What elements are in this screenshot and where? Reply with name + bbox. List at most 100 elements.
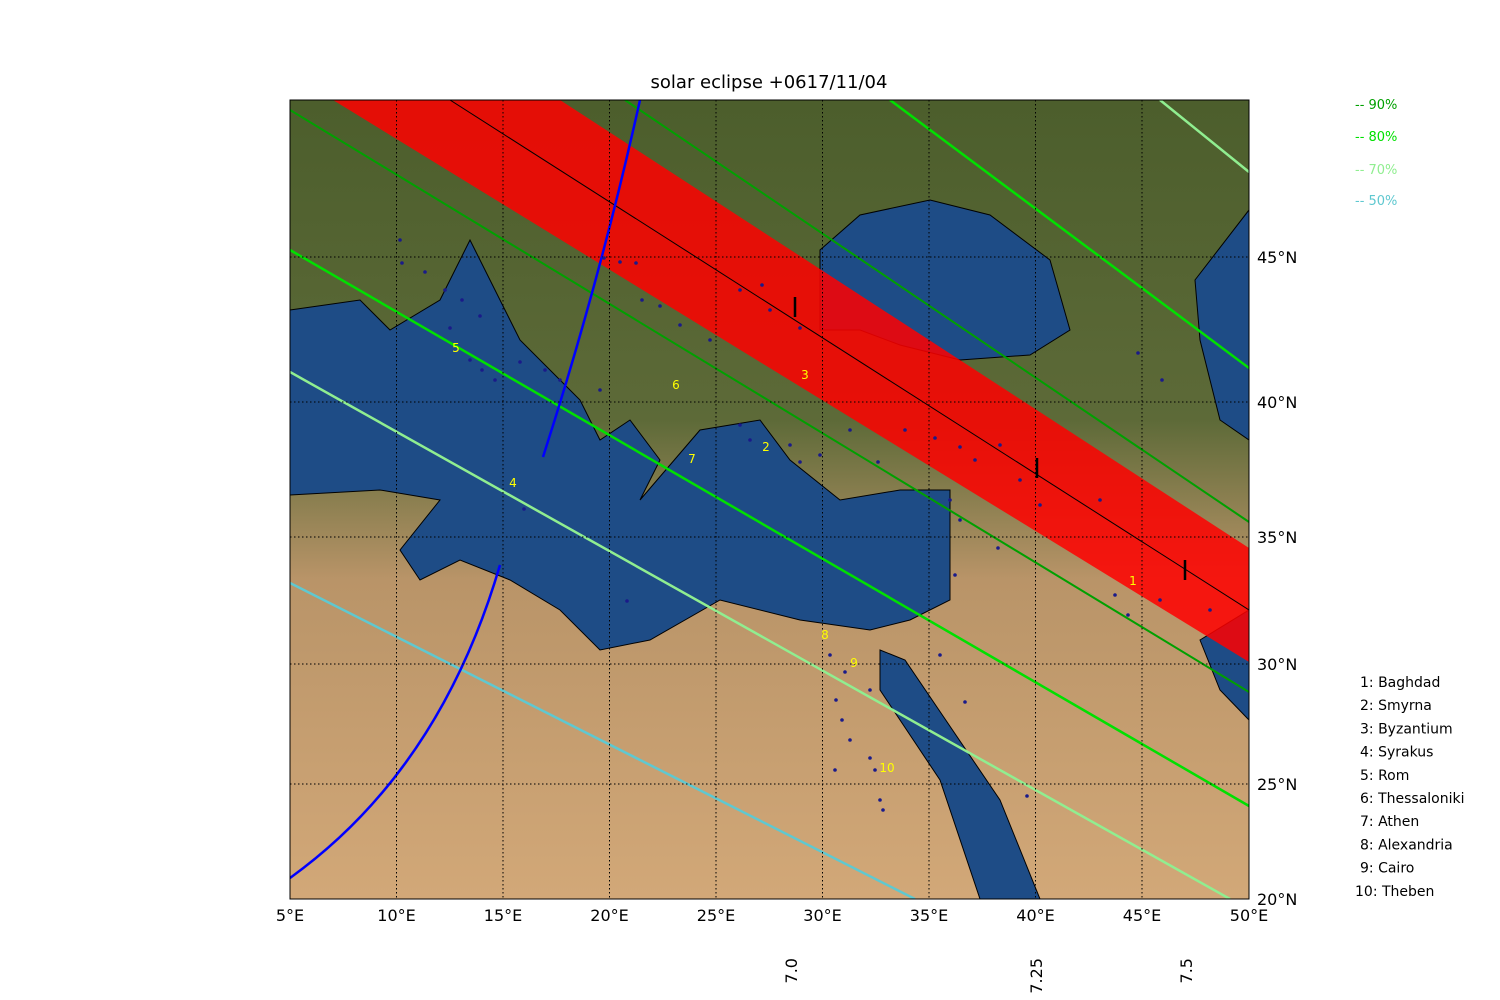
city-dot bbox=[760, 283, 764, 287]
city-dot bbox=[423, 270, 427, 274]
city-legend-entry: 4: Syrakus bbox=[1360, 745, 1433, 761]
city-legend-entry: 1: Baghdad bbox=[1360, 675, 1440, 691]
city-dot bbox=[833, 768, 837, 772]
city-dot bbox=[1113, 593, 1117, 597]
city-legend-entry: 3: Byzantium bbox=[1360, 721, 1453, 737]
city-dot bbox=[998, 443, 1002, 447]
time-label: 7.0 bbox=[782, 958, 801, 983]
city-dot bbox=[602, 256, 606, 260]
map-title: solar eclipse +0617/11/04 bbox=[651, 72, 888, 93]
city-dot bbox=[518, 360, 522, 364]
latitude-label: 25°N bbox=[1257, 775, 1297, 794]
latitude-label: 20°N bbox=[1257, 890, 1297, 909]
city-number-label: 2 bbox=[762, 440, 770, 454]
city-dot bbox=[768, 308, 772, 312]
city-dot bbox=[625, 599, 629, 603]
city-number-label: 4 bbox=[509, 476, 517, 490]
magnitude-80-line bbox=[290, 248, 1249, 808]
city-dot bbox=[868, 756, 872, 760]
city-dot bbox=[522, 507, 526, 511]
city-legend-entry: 7: Athen bbox=[1360, 814, 1419, 830]
city-dot bbox=[948, 498, 952, 502]
city-dot bbox=[963, 700, 967, 704]
city-dot bbox=[834, 698, 838, 702]
city-dot bbox=[876, 460, 880, 464]
magnitude-legend-entry: -- 50% bbox=[1355, 194, 1397, 209]
city-dot bbox=[1126, 613, 1130, 617]
magnitude-50-line bbox=[290, 581, 916, 899]
longitude-label: 15°E bbox=[484, 906, 522, 925]
city-number-label: 9 bbox=[850, 656, 858, 670]
city-number-label: 7 bbox=[688, 452, 696, 466]
city-dot bbox=[738, 288, 742, 292]
city-legend-entry: 2: Smyrna bbox=[1360, 698, 1432, 714]
city-dot bbox=[543, 368, 547, 372]
sunrise-curve bbox=[290, 564, 502, 880]
city-dot bbox=[678, 323, 682, 327]
city-dot bbox=[996, 546, 1000, 550]
map-area: 1 2 3 4 5 6 7 8 9 10 bbox=[290, 100, 1249, 899]
city-legend-entry: 9: Cairo bbox=[1360, 861, 1414, 877]
city-dot bbox=[443, 288, 447, 292]
totality-band bbox=[333, 100, 1249, 662]
city-dot bbox=[958, 518, 962, 522]
longitude-label: 30°E bbox=[803, 906, 841, 925]
city-dot bbox=[748, 438, 752, 442]
city-legend-entry: 5: Rom bbox=[1360, 768, 1409, 784]
city-dot bbox=[958, 445, 962, 449]
city-dot bbox=[738, 423, 742, 427]
longitude-label: 45°E bbox=[1123, 906, 1161, 925]
city-dot bbox=[1136, 351, 1140, 355]
city-dot bbox=[798, 326, 802, 330]
city-dot bbox=[468, 358, 472, 362]
city-dot bbox=[493, 378, 497, 382]
city-dot bbox=[1025, 794, 1029, 798]
city-number-label: 1 bbox=[1129, 574, 1137, 588]
magnitude-90-line bbox=[624, 100, 1249, 523]
city-dot bbox=[843, 670, 847, 674]
city-dot bbox=[848, 428, 852, 432]
central-line bbox=[449, 100, 1249, 611]
mediterranean-sea bbox=[290, 238, 951, 651]
city-dot bbox=[788, 443, 792, 447]
city-number-label: 10 bbox=[879, 761, 894, 775]
city-dot bbox=[903, 428, 907, 432]
longitude-label: 40°E bbox=[1016, 906, 1054, 925]
city-dot bbox=[400, 261, 404, 265]
map-frame bbox=[289, 99, 1250, 900]
city-dot bbox=[828, 653, 832, 657]
magnitude-90-line bbox=[290, 109, 1249, 693]
city-dot bbox=[708, 338, 712, 342]
red-sea bbox=[879, 649, 1041, 899]
city-dot bbox=[868, 688, 872, 692]
city-legend-entry: 8: Alexandria bbox=[1360, 837, 1453, 853]
time-label: 7.25 bbox=[1027, 958, 1046, 994]
longitude-label: 20°E bbox=[590, 906, 628, 925]
city-dot bbox=[1160, 378, 1164, 382]
city-dot bbox=[1038, 503, 1042, 507]
city-dot bbox=[558, 378, 562, 382]
city-dot bbox=[938, 653, 942, 657]
city-dot bbox=[973, 458, 977, 462]
city-dot bbox=[953, 573, 957, 577]
city-dot bbox=[398, 238, 402, 242]
magnitude-legend-entry: -- 70% bbox=[1355, 163, 1397, 178]
latitude-label: 35°N bbox=[1257, 528, 1297, 547]
longitude-label: 50°E bbox=[1230, 906, 1268, 925]
city-number-label: 6 bbox=[672, 378, 680, 392]
city-legend-entry: 10: Theben bbox=[1355, 884, 1434, 900]
city-dot bbox=[478, 314, 482, 318]
city-number-label: 5 bbox=[452, 341, 460, 355]
city-dot bbox=[1018, 478, 1022, 482]
time-label: 7.5 bbox=[1177, 958, 1196, 983]
city-number-label: 8 bbox=[821, 628, 829, 642]
magnitude-70-line bbox=[290, 370, 1231, 899]
magnitude-legend-entry: -- 90% bbox=[1355, 98, 1397, 113]
city-dot bbox=[480, 368, 484, 372]
city-dot bbox=[848, 738, 852, 742]
city-dot bbox=[1098, 498, 1102, 502]
city-dot bbox=[798, 460, 802, 464]
longitude-label: 35°E bbox=[910, 906, 948, 925]
longitude-label: 25°E bbox=[697, 906, 735, 925]
